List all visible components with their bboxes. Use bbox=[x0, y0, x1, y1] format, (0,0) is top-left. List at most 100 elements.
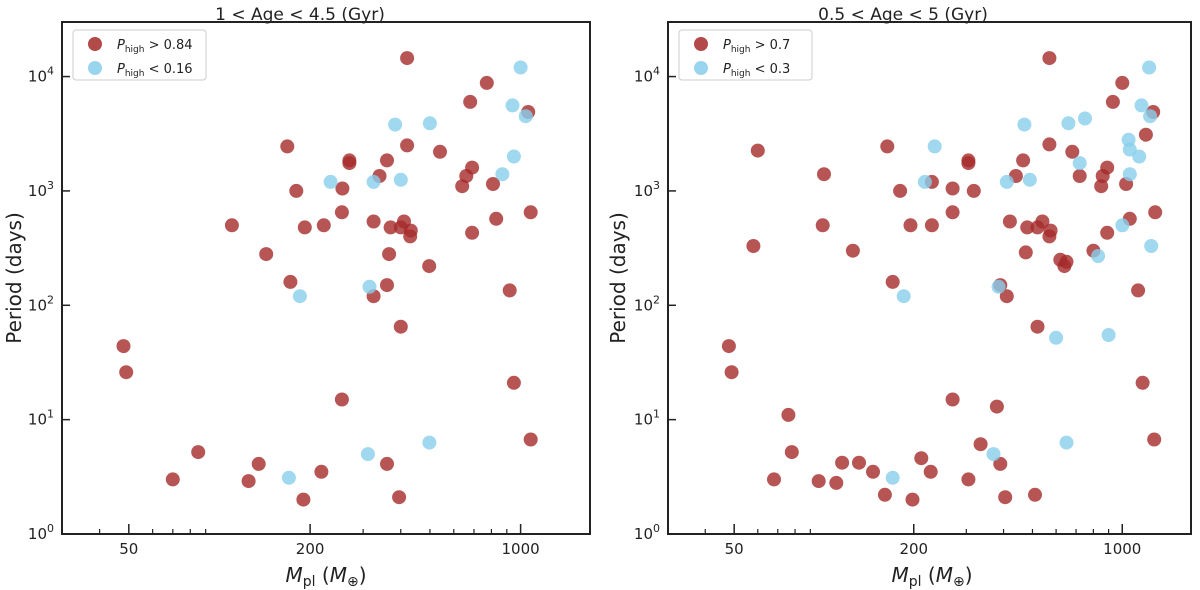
legend-marker bbox=[88, 37, 102, 51]
data-point-high bbox=[400, 138, 415, 153]
data-point-low bbox=[366, 174, 381, 189]
data-point-high bbox=[998, 490, 1013, 505]
data-point-high bbox=[334, 205, 349, 220]
data-point-low bbox=[323, 174, 338, 189]
data-point-low bbox=[885, 470, 900, 485]
data-point-high bbox=[422, 259, 437, 274]
data-point-high bbox=[852, 455, 866, 470]
data-point-low bbox=[292, 289, 307, 304]
legend: Phigh > 0.7 Phigh < 0.3 bbox=[678, 29, 813, 81]
data-point-high bbox=[191, 445, 206, 460]
data-point-low bbox=[1134, 98, 1149, 113]
legend-label: Phigh < 0.3 bbox=[723, 62, 790, 79]
data-point-high bbox=[750, 143, 765, 158]
data-point-high bbox=[961, 472, 976, 487]
data-point-high bbox=[383, 220, 398, 235]
y-tick-label: 104 bbox=[634, 65, 660, 86]
data-point-high bbox=[767, 472, 781, 487]
data-point-high bbox=[380, 153, 394, 168]
data-point-high bbox=[880, 139, 895, 154]
y-tick-label: 100 bbox=[28, 522, 54, 543]
data-point-high bbox=[1016, 153, 1031, 168]
legend-box bbox=[72, 29, 207, 81]
axes-frame bbox=[61, 21, 591, 535]
left-panel: 1 < Age < 4.5 (Gyr) 50 200 1000 100 101 102 10… bbox=[2, 5, 591, 590]
data-point-high bbox=[289, 183, 304, 198]
data-point-low bbox=[393, 172, 408, 187]
data-point-low bbox=[999, 174, 1014, 189]
data-point-high bbox=[119, 365, 134, 380]
data-point-high bbox=[296, 492, 311, 507]
data-point-high bbox=[924, 218, 939, 233]
data-point-high bbox=[463, 94, 478, 109]
data-point-high bbox=[366, 214, 381, 229]
data-point-low bbox=[991, 279, 1006, 294]
data-point-high bbox=[1002, 214, 1017, 229]
data-point-high bbox=[523, 205, 538, 220]
y-tick-label: 103 bbox=[634, 179, 660, 200]
data-point-high bbox=[893, 183, 908, 198]
y-tick-label: 102 bbox=[28, 293, 54, 314]
data-point-high bbox=[1020, 220, 1035, 235]
data-point-high bbox=[829, 475, 844, 490]
data-point-high bbox=[335, 181, 350, 196]
data-point-high bbox=[784, 445, 799, 460]
data-point-low bbox=[518, 109, 533, 124]
panel-title: 1 < Age < 4.5 (Gyr) bbox=[215, 5, 385, 25]
data-point-high bbox=[817, 167, 831, 182]
y-tick-label: 101 bbox=[634, 408, 660, 429]
data-point-high bbox=[380, 278, 394, 293]
ticks: 50 200 1000 100 101 102 103 104 bbox=[28, 65, 540, 558]
data-point-high bbox=[1115, 75, 1130, 90]
legend-label: Phigh < 0.16 bbox=[117, 62, 193, 79]
data-point-high bbox=[835, 455, 850, 470]
data-point-low bbox=[896, 289, 911, 304]
data-point-high bbox=[506, 375, 521, 390]
data-point-high bbox=[489, 211, 504, 226]
data-point-low bbox=[1143, 109, 1158, 124]
data-point-high bbox=[923, 464, 938, 479]
y-tick-label: 102 bbox=[634, 293, 660, 314]
y-axis-label: Period (days) bbox=[606, 212, 630, 344]
x-axis-label: Mpl (M⊕) bbox=[285, 563, 366, 590]
data-point-high bbox=[945, 181, 960, 196]
data-point-high bbox=[382, 247, 397, 262]
data-point-high bbox=[1030, 319, 1045, 334]
data-point-high bbox=[314, 464, 329, 479]
data-point-high bbox=[433, 144, 447, 159]
legend-marker bbox=[88, 61, 102, 75]
data-point-high bbox=[905, 492, 920, 507]
data-point-high bbox=[945, 205, 960, 220]
x-tick-label: 1000 bbox=[502, 540, 540, 558]
data-point-high bbox=[224, 218, 239, 233]
scatter-points bbox=[116, 51, 538, 507]
data-point-high bbox=[746, 239, 761, 253]
data-point-high bbox=[966, 183, 981, 198]
data-point-high bbox=[1018, 245, 1033, 260]
axes-frame bbox=[667, 21, 1192, 535]
data-point-high bbox=[259, 247, 274, 262]
data-point-high bbox=[393, 319, 408, 334]
data-point-high bbox=[1072, 169, 1087, 183]
data-point-high bbox=[811, 474, 826, 489]
data-point-high bbox=[116, 339, 131, 354]
data-point-low bbox=[1078, 111, 1092, 126]
data-point-low bbox=[1017, 117, 1032, 132]
y-axis-label: Period (days) bbox=[2, 212, 26, 344]
data-point-low bbox=[1132, 149, 1147, 164]
scatter-points bbox=[721, 51, 1163, 507]
legend: Phigh > 0.84 Phigh < 0.16 bbox=[72, 29, 207, 81]
data-point-low bbox=[495, 167, 510, 182]
data-point-high bbox=[241, 474, 256, 489]
data-point-high bbox=[1135, 375, 1150, 390]
data-point-high bbox=[1059, 254, 1074, 269]
data-point-low bbox=[986, 447, 1001, 462]
legend-marker bbox=[694, 61, 708, 75]
right-panel: 0.5 < Age < 5 (Gyr) 50 200 1000 100 101 102 10… bbox=[606, 5, 1192, 590]
data-point-low bbox=[506, 149, 521, 164]
x-tick-label: 50 bbox=[725, 540, 744, 558]
x-tick-label: 200 bbox=[899, 540, 928, 558]
data-point-high bbox=[316, 218, 331, 233]
data-point-low bbox=[505, 98, 520, 113]
